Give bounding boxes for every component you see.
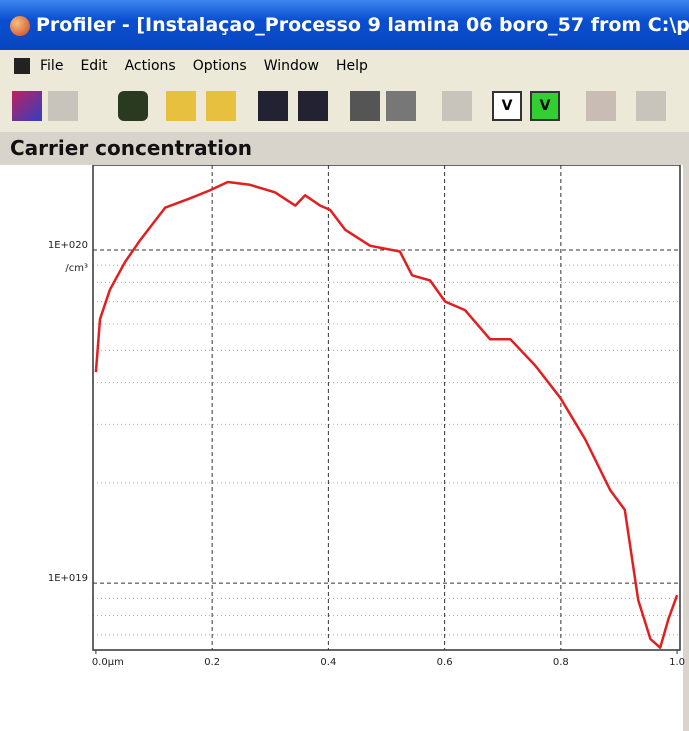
tool-button[interactable] (206, 91, 236, 121)
tool-button[interactable]: V (492, 91, 522, 121)
y-axis-label: /cm³ (65, 263, 88, 274)
tool-button[interactable] (586, 91, 616, 121)
data-line (94, 180, 679, 649)
tool-button[interactable] (386, 91, 416, 121)
x-tick-label: 0.4 (320, 657, 336, 668)
menu-bar: File Edit Actions Options Window Help (0, 50, 689, 82)
plot-frame (92, 165, 681, 651)
toolbar: V V (0, 82, 689, 132)
tool-button[interactable] (298, 91, 328, 121)
x-tick-label: 0.8 (553, 657, 569, 668)
menu-item[interactable]: Options (192, 58, 247, 74)
menu-item[interactable]: File (40, 58, 64, 74)
panel-edge (683, 165, 689, 731)
title-bar: Profiler - [Instalaçao_Processo 9 lamina… (0, 0, 689, 50)
save-icon[interactable] (14, 58, 30, 74)
tool-button[interactable] (12, 91, 42, 121)
menu-item[interactable]: Actions (124, 58, 176, 74)
tool-button[interactable] (350, 91, 380, 121)
menu-item[interactable]: Help (335, 58, 368, 74)
chart: /cm³ 1E+019 1E+020 0.0µm 0.2 0.4 0.6 0.8 1.0 (48, 165, 689, 731)
panel-header: Carrier concentration (0, 132, 689, 165)
tool-button[interactable]: V (530, 91, 560, 121)
menu-item[interactable]: Window (263, 58, 319, 74)
tool-button[interactable] (48, 91, 78, 121)
tool-button[interactable] (636, 91, 666, 121)
tool-button[interactable] (258, 91, 288, 121)
tool-button[interactable] (118, 91, 148, 121)
x-tick-label: 0.0µm (92, 657, 124, 668)
tool-button[interactable] (166, 91, 196, 121)
x-tick-label: 0.6 (437, 657, 453, 668)
x-tick-label: 0.2 (204, 657, 220, 668)
menu-item[interactable]: Edit (80, 58, 108, 74)
x-tick-label: 1.0 (669, 657, 685, 668)
y-tick-label: 1E+019 (48, 573, 88, 584)
tool-button[interactable] (442, 91, 472, 121)
app-icon (10, 15, 30, 36)
window-title: Profiler - [Instalaçao_Processo 9 lamina… (36, 14, 689, 36)
y-tick-label: 1E+020 (48, 240, 88, 251)
